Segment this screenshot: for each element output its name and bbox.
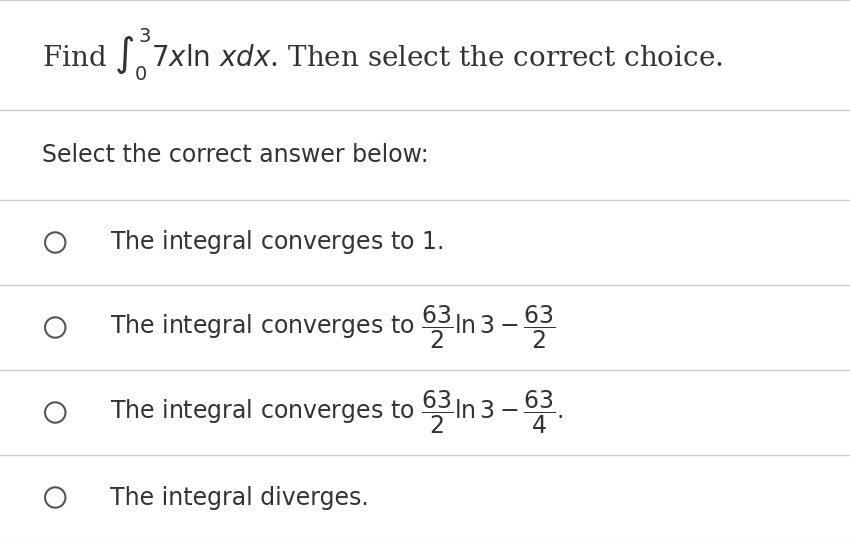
Text: The integral diverges.: The integral diverges.	[110, 485, 369, 510]
Text: Find $\int_0^3 7x\ln\, xdx$. Then select the correct choice.: Find $\int_0^3 7x\ln\, xdx$. Then select…	[42, 26, 723, 83]
Text: The integral converges to $\dfrac{63}{2}\ln 3 - \dfrac{63}{2}$: The integral converges to $\dfrac{63}{2}…	[110, 304, 556, 351]
Text: The integral converges to $1$.: The integral converges to $1$.	[110, 228, 444, 256]
Text: The integral converges to $\dfrac{63}{2}\ln 3 - \dfrac{63}{4}$.: The integral converges to $\dfrac{63}{2}…	[110, 389, 564, 436]
Text: Select the correct answer below:: Select the correct answer below:	[42, 143, 429, 167]
